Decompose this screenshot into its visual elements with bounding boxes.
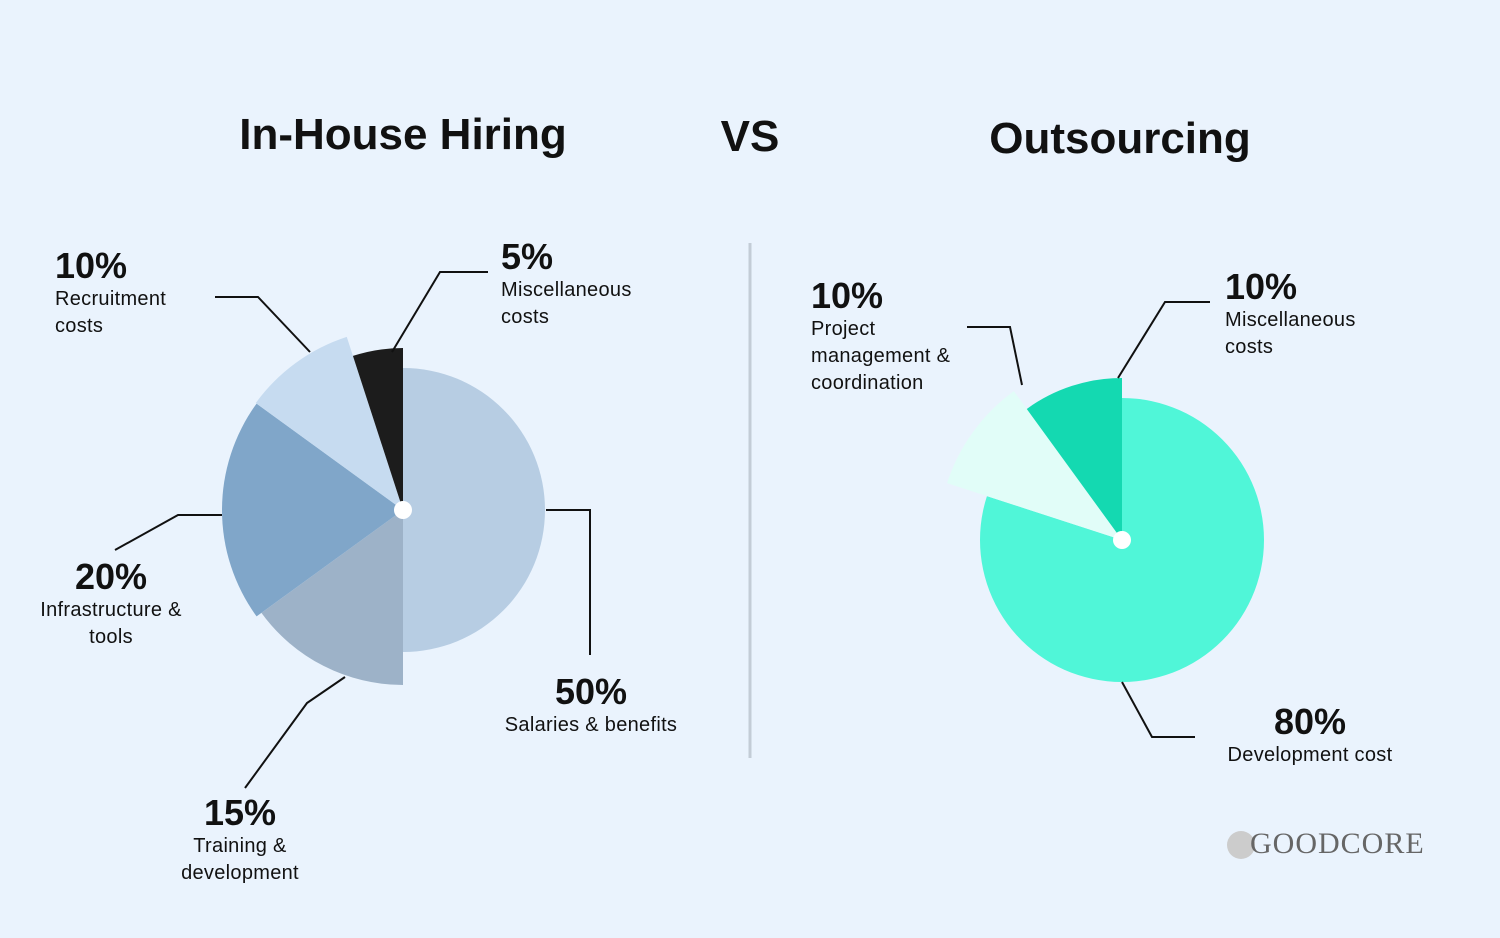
slice-name: Development cost — [1227, 744, 1393, 766]
leader-line — [546, 509, 591, 655]
pie-center — [394, 501, 412, 519]
slice-value: 50% — [554, 671, 628, 712]
pie-slice — [403, 368, 545, 652]
vs-text: VS — [720, 112, 780, 161]
slice-name: Miscellaneous costs — [1225, 309, 1356, 358]
slice-value: 5% — [501, 236, 554, 277]
leader-line — [391, 271, 488, 353]
leader-line — [1117, 301, 1210, 379]
logo: GOODCORE — [1250, 827, 1425, 860]
slice-name: Project management & coordination — [811, 318, 951, 394]
slice-name: Infrastructure & tools — [40, 599, 182, 648]
slice-value: 15% — [203, 792, 277, 833]
slice-label: 10% Project management & coordination — [811, 276, 991, 397]
slice-label: 10% Miscellaneous costs — [1225, 267, 1395, 361]
chart-title: In-House Hiring — [239, 110, 567, 159]
pie-slice — [255, 336, 403, 510]
slice-value: 20% — [74, 556, 148, 597]
slice-label: 80% Development cost — [1190, 702, 1430, 769]
slice-label: 5% Miscellaneous costs — [501, 237, 671, 331]
chart-title: Outsourcing — [989, 114, 1251, 163]
pie-slice — [352, 348, 403, 510]
slice-value: 80% — [1273, 701, 1347, 742]
slice-name: Recruitment costs — [55, 288, 167, 337]
slice-label: 10% Recruitment costs — [55, 246, 205, 340]
pie-slice — [261, 510, 403, 685]
slice-name: Salaries & benefits — [504, 714, 678, 736]
slice-value: 10% — [55, 245, 128, 286]
slice-value: 10% — [1225, 266, 1298, 307]
leader-line — [1121, 681, 1195, 738]
leader-line — [114, 514, 222, 551]
leader-line — [967, 326, 1023, 386]
slice-name: Training & development — [181, 835, 299, 884]
slice-label: 20% Infrastructure & tools — [31, 557, 191, 651]
leader-line — [244, 676, 346, 789]
pie-center — [1113, 531, 1131, 549]
slice-label: 15% Training & development — [160, 793, 320, 887]
slice-value: 10% — [811, 275, 884, 316]
slice-name: Miscellaneous costs — [501, 279, 632, 328]
pie-slice — [947, 391, 1122, 540]
slice-label: 50% Salaries & benefits — [471, 672, 711, 739]
pie-slice — [1026, 378, 1122, 540]
logo-icon — [1227, 831, 1255, 859]
pie-slice — [221, 403, 403, 617]
leader-line — [215, 296, 311, 353]
